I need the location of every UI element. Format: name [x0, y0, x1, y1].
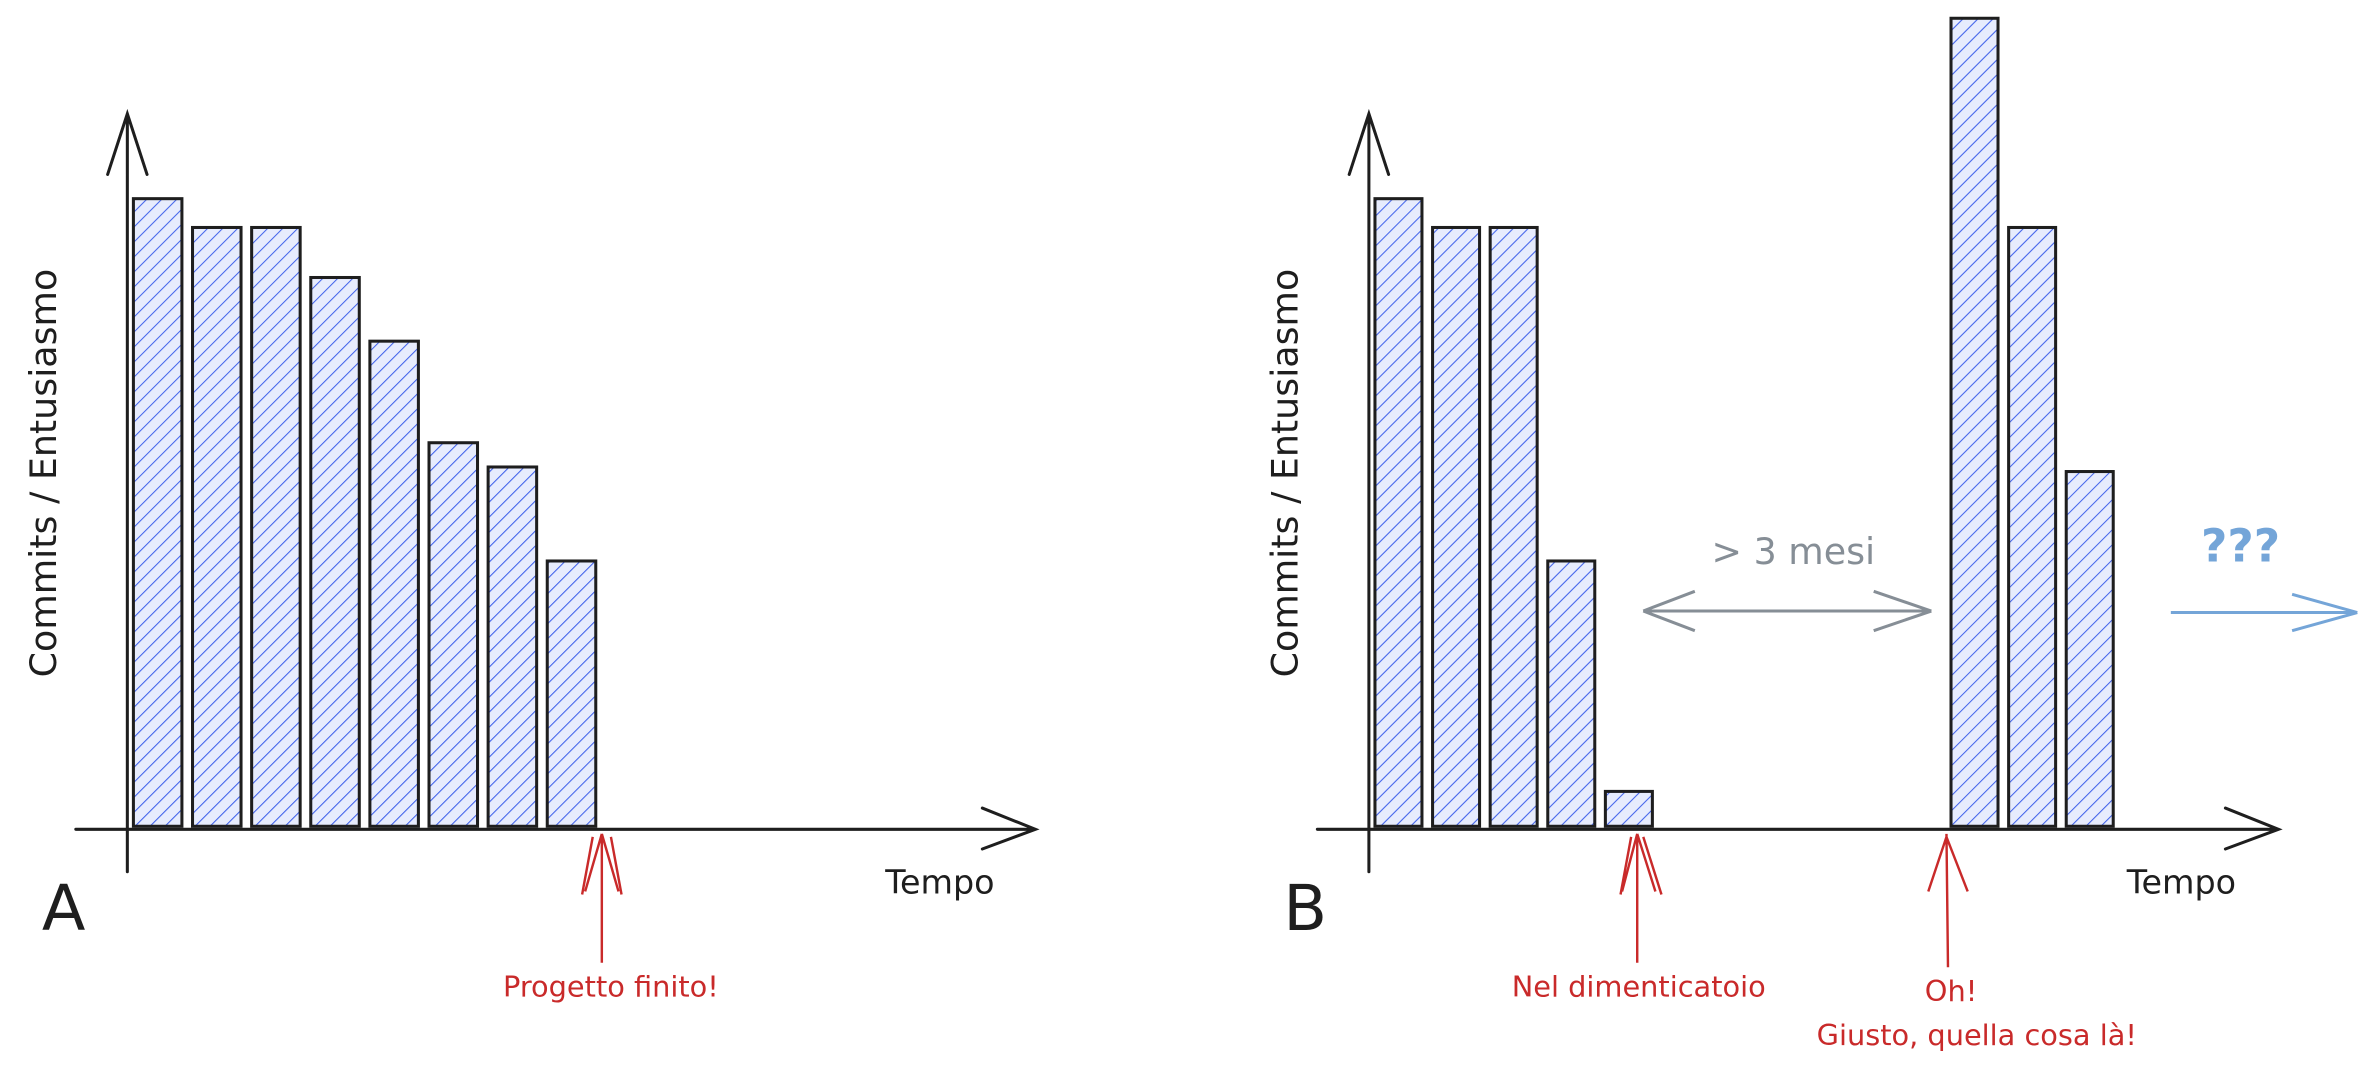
annotation-arrow — [580, 833, 623, 963]
x-axis — [74, 806, 1040, 851]
bar — [427, 441, 480, 828]
x-axis-label: Tempo — [884, 862, 994, 901]
bar — [2064, 470, 2115, 828]
y-axis-label: Commits / Entusiasmo — [1264, 269, 1307, 678]
bar — [191, 225, 243, 828]
annotation: ??? — [2201, 519, 2280, 572]
annotation: Giusto, quella cosa là! — [1817, 1018, 2137, 1052]
bar — [1373, 197, 1424, 828]
y-axis-label: Commits / Entusiasmo — [22, 269, 65, 678]
x-axis — [1315, 806, 2283, 851]
bar — [1546, 559, 1597, 828]
y-axis — [106, 108, 149, 874]
gap-arrow — [1642, 589, 1932, 633]
bar — [545, 559, 598, 828]
panel-label: B — [1283, 872, 1327, 946]
annotation: Progetto finito! — [503, 969, 719, 1003]
bar — [250, 225, 302, 828]
panel-label: A — [42, 872, 86, 946]
bar — [486, 465, 539, 828]
bar — [2007, 225, 2058, 828]
bar — [368, 339, 420, 828]
y-axis — [1347, 108, 1391, 874]
bar — [131, 197, 184, 828]
annotation: Nel dimenticatoio — [1512, 969, 1766, 1003]
annotation: > 3 mesi — [1712, 530, 1876, 573]
annotation: Oh! — [1925, 974, 1977, 1008]
bar — [309, 275, 361, 828]
x-axis-label: Tempo — [2126, 862, 2236, 901]
bar — [1488, 225, 1539, 828]
bar — [1431, 225, 1482, 828]
bar — [1949, 16, 2000, 828]
annotation-arrow — [1619, 833, 1969, 968]
bar — [1603, 789, 1654, 828]
future-arrow — [2170, 592, 2358, 633]
